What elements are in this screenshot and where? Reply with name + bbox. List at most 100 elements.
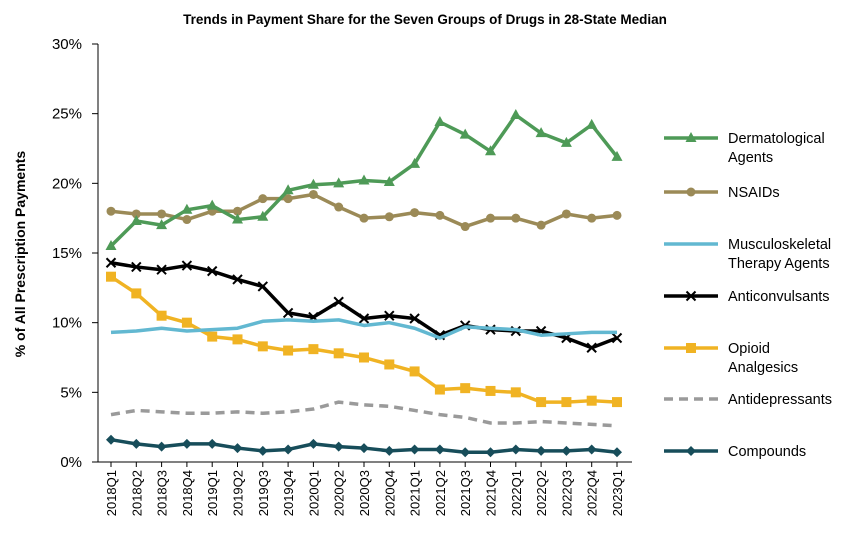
opioid-analgesics-point (257, 341, 268, 352)
opioid-analgesics-point (460, 383, 471, 394)
y-tick-label: 0% (60, 454, 82, 471)
nsaids-point (587, 213, 597, 223)
dermatological-agents-point (409, 157, 421, 168)
x-tick-label: 2018Q4 (180, 470, 195, 516)
dermatological-agents-point (156, 219, 168, 230)
dermatological-agents-point (611, 150, 623, 161)
legend-label-opioid-analgesics: Analgesics (728, 360, 798, 376)
y-tick-label: 5% (60, 384, 82, 401)
nsaids-point (157, 209, 167, 219)
x-ticks: 2018Q1 2018Q2 2018Q3 2018Q4 2019Q1 2019Q2 2019… (104, 462, 625, 516)
legend-label-opioid-analgesics: Opioid (728, 341, 770, 357)
nsaids-point (308, 189, 318, 199)
compounds-point (359, 443, 369, 454)
anticonvulsants-point (156, 264, 167, 275)
dermatological-agents-point (181, 203, 193, 214)
dermatological-agents-point (535, 127, 547, 138)
compounds-point (156, 441, 167, 452)
anticonvulsants-point (586, 342, 597, 353)
x-tick-label: 2018Q2 (129, 470, 144, 516)
x-tick-label: 2021Q1 (408, 470, 423, 516)
legend-item-anticonvulsants: Anticonvulsants (664, 289, 830, 305)
opioid-analgesics-point (308, 344, 319, 355)
series-musculoskeletal-therapy-agents (110, 318, 617, 340)
dermatological-agents-point (307, 178, 319, 189)
compounds-point (434, 444, 445, 455)
chart-title: Trends in Payment Share for the Seven Gr… (183, 12, 667, 27)
dermatological-agents-point (105, 240, 117, 251)
legend-marker-dermatological-agents (685, 132, 697, 142)
nsaids-point (131, 209, 141, 219)
dermatological-agents-point (510, 109, 522, 120)
compounds-point (485, 447, 496, 458)
dermatological-agents-point (257, 210, 269, 221)
compounds-point (308, 438, 319, 449)
opioid-analgesics-point (131, 288, 142, 299)
nsaids-point (486, 213, 495, 223)
y-ticks: 0% 5% 10% 15% 20% 25% 30% (52, 36, 98, 471)
opioid-analgesics-point (359, 352, 369, 363)
dermatological-agents-point (434, 116, 446, 127)
compounds-point (232, 443, 243, 454)
y-tick-label: 25% (52, 106, 82, 123)
x-tick-label: 2021Q2 (433, 470, 448, 516)
legend-label-dermatological-agents: Dermatological (728, 131, 825, 147)
nsaids-point (384, 212, 394, 222)
y-tick-label: 20% (52, 175, 82, 192)
musculoskeletal-therapy-agents-line (110, 318, 617, 340)
x-tick-label: 2019Q4 (281, 470, 296, 516)
dermatological-agents-point (130, 214, 142, 225)
nsaids-point (334, 202, 344, 212)
compounds-point (384, 445, 395, 456)
compounds-point (536, 445, 547, 456)
opioid-analgesics-point (156, 310, 167, 321)
compounds-point (106, 434, 116, 445)
opioid-analgesics-point (333, 348, 344, 359)
anticonvulsants-point (257, 281, 269, 292)
compounds-point (409, 444, 420, 455)
nsaids-point (612, 210, 622, 220)
opioid-analgesics-point (612, 397, 622, 408)
dermatological-agents-point (485, 145, 496, 156)
legend-item-opioid-analgesics: Opioid Analgesics (664, 341, 798, 376)
anticonvulsants-point (409, 313, 420, 324)
opioid-analgesics-line (110, 275, 618, 404)
compounds-point (257, 445, 268, 456)
legend-item-nsaids: NSAIDs (664, 185, 780, 201)
nsaids-point (258, 194, 268, 204)
legend: Dermatological Agents NSAIDs Musculoskeleta… (664, 131, 832, 460)
x-tick-label: 2021Q4 (484, 470, 499, 516)
anticonvulsants-point (333, 296, 344, 307)
opioid-analgesics-point (207, 331, 218, 342)
legend-label-compounds: Compounds (728, 444, 806, 460)
legend-label-musculoskeletal-therapy-agents: Therapy Agents (728, 256, 830, 272)
compounds-point (333, 441, 344, 452)
legend-label-dermatological-agents: Agents (728, 150, 773, 166)
x-tick-label: 2021Q3 (458, 470, 473, 516)
anticonvulsants-point (358, 313, 370, 324)
compounds-point (207, 438, 218, 449)
nsaids-point (561, 209, 571, 219)
opioid-analgesics-point (536, 397, 547, 408)
compounds-point (612, 447, 622, 458)
x-tick-label: 2022Q4 (585, 470, 600, 516)
compounds-point (561, 445, 572, 456)
series-layer (105, 109, 623, 458)
x-tick-label: 2018Q3 (155, 470, 170, 516)
dermatological-agents-point (358, 174, 370, 185)
anticonvulsants-point (181, 260, 193, 271)
opioid-analgesics-point (586, 395, 597, 406)
compounds-point (283, 444, 294, 455)
dermatological-agents-point (282, 184, 294, 195)
nsaids-point (283, 194, 293, 204)
y-tick-label: 10% (52, 315, 82, 332)
nsaids-point (511, 213, 521, 223)
nsaids-point (410, 208, 420, 218)
series-opioid-analgesics (106, 271, 622, 408)
anticonvulsants-point (105, 257, 117, 268)
legend-marker-anticonvulsants (685, 290, 697, 302)
opioid-analgesics-point (181, 317, 192, 328)
x-tick-label: 2019Q2 (231, 470, 246, 516)
nsaids-point (233, 206, 242, 216)
